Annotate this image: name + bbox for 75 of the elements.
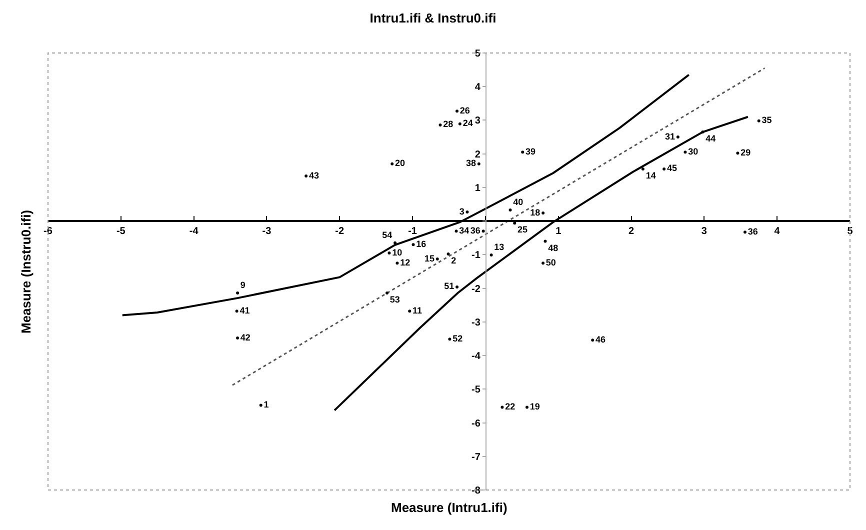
y-tick-label: 1 bbox=[474, 182, 481, 194]
series-label: 9 bbox=[240, 280, 246, 290]
series-label: 25 bbox=[517, 224, 528, 235]
y-axis-title: Measure (Instru0.ifi) bbox=[18, 210, 34, 334]
series-label: 14 bbox=[646, 170, 656, 181]
y-tick-label: -8 bbox=[472, 486, 481, 496]
series-label: 54 bbox=[382, 230, 392, 240]
series-label: 38 bbox=[466, 158, 476, 168]
x-tick-label: -5 bbox=[116, 226, 126, 238]
series-label: 52 bbox=[452, 333, 463, 344]
series-label: 24 bbox=[462, 118, 473, 128]
point bbox=[641, 167, 644, 170]
series-label: 50 bbox=[546, 257, 556, 268]
series-label: 10 bbox=[392, 247, 402, 258]
x-tick-label: 3 bbox=[701, 226, 708, 238]
series-label: 53 bbox=[390, 294, 400, 305]
series-label: 36 bbox=[748, 226, 758, 236]
x-tick-label: 2 bbox=[628, 226, 634, 238]
y-tick-label: 3 bbox=[474, 116, 481, 127]
series-label: 29 bbox=[740, 147, 751, 158]
series-label: 46 bbox=[596, 334, 606, 344]
series-label: 30 bbox=[688, 146, 698, 156]
point bbox=[446, 252, 450, 256]
y-tick-label: -3 bbox=[472, 317, 481, 328]
y-tick-label: -1 bbox=[472, 250, 481, 262]
point bbox=[508, 208, 512, 212]
series-label: 15 bbox=[424, 253, 434, 264]
series-label: 34 bbox=[459, 225, 470, 236]
series-label: 35 bbox=[762, 115, 772, 126]
y-tick-label: 2 bbox=[474, 149, 481, 160]
series-label: 13 bbox=[494, 242, 504, 252]
y-tick-label: -5 bbox=[472, 384, 481, 396]
x-tick-label: 1 bbox=[556, 226, 562, 238]
point bbox=[386, 292, 389, 295]
series-label: 11 bbox=[412, 305, 422, 316]
series-label: 51 bbox=[444, 281, 454, 292]
series-label: 1 bbox=[264, 400, 269, 410]
series-label: 42 bbox=[240, 332, 250, 342]
series-label: 45 bbox=[666, 163, 677, 174]
series-label: 44 bbox=[706, 134, 716, 144]
series-label: 31 bbox=[665, 131, 676, 142]
series-label: 43 bbox=[308, 170, 319, 180]
x-axis-title: Measure (Intru1.ifi) bbox=[391, 500, 508, 515]
series-label: 28 bbox=[443, 119, 454, 130]
series-label: 26 bbox=[460, 105, 470, 116]
y-tick-label: 4 bbox=[474, 82, 481, 94]
series-label: 18 bbox=[530, 207, 540, 218]
series-label: 19 bbox=[530, 402, 540, 412]
series-label: 40 bbox=[513, 196, 524, 207]
x-tick-label: -2 bbox=[335, 226, 345, 238]
series-label: 16 bbox=[416, 238, 426, 249]
series-label: 2 bbox=[451, 256, 456, 266]
y-tick-label: -4 bbox=[472, 351, 481, 362]
series-label: 12 bbox=[400, 257, 410, 268]
point bbox=[544, 240, 547, 243]
y-tick-label: -7 bbox=[472, 452, 481, 463]
series-label: 20 bbox=[395, 158, 406, 168]
point bbox=[394, 241, 397, 244]
series-label: 41 bbox=[240, 305, 250, 316]
x-tick-label: -4 bbox=[189, 226, 199, 238]
series-label: 22 bbox=[505, 402, 516, 412]
chart-title: Intru1.ifi & Instru0.ifi bbox=[370, 10, 496, 26]
series-label: 48 bbox=[548, 242, 558, 253]
y-tick-label: -2 bbox=[472, 284, 481, 295]
point bbox=[490, 254, 493, 257]
point bbox=[236, 292, 240, 295]
x-tick-label: 4 bbox=[774, 226, 780, 238]
point bbox=[513, 222, 516, 225]
series-label: 39 bbox=[526, 146, 536, 156]
x-tick-label: -3 bbox=[262, 226, 272, 238]
series-label: 36 bbox=[470, 225, 480, 236]
x-tick-label: -1 bbox=[408, 226, 418, 238]
point bbox=[701, 130, 704, 134]
y-tick-label: -6 bbox=[472, 418, 481, 430]
series-label: 3 bbox=[459, 206, 464, 216]
